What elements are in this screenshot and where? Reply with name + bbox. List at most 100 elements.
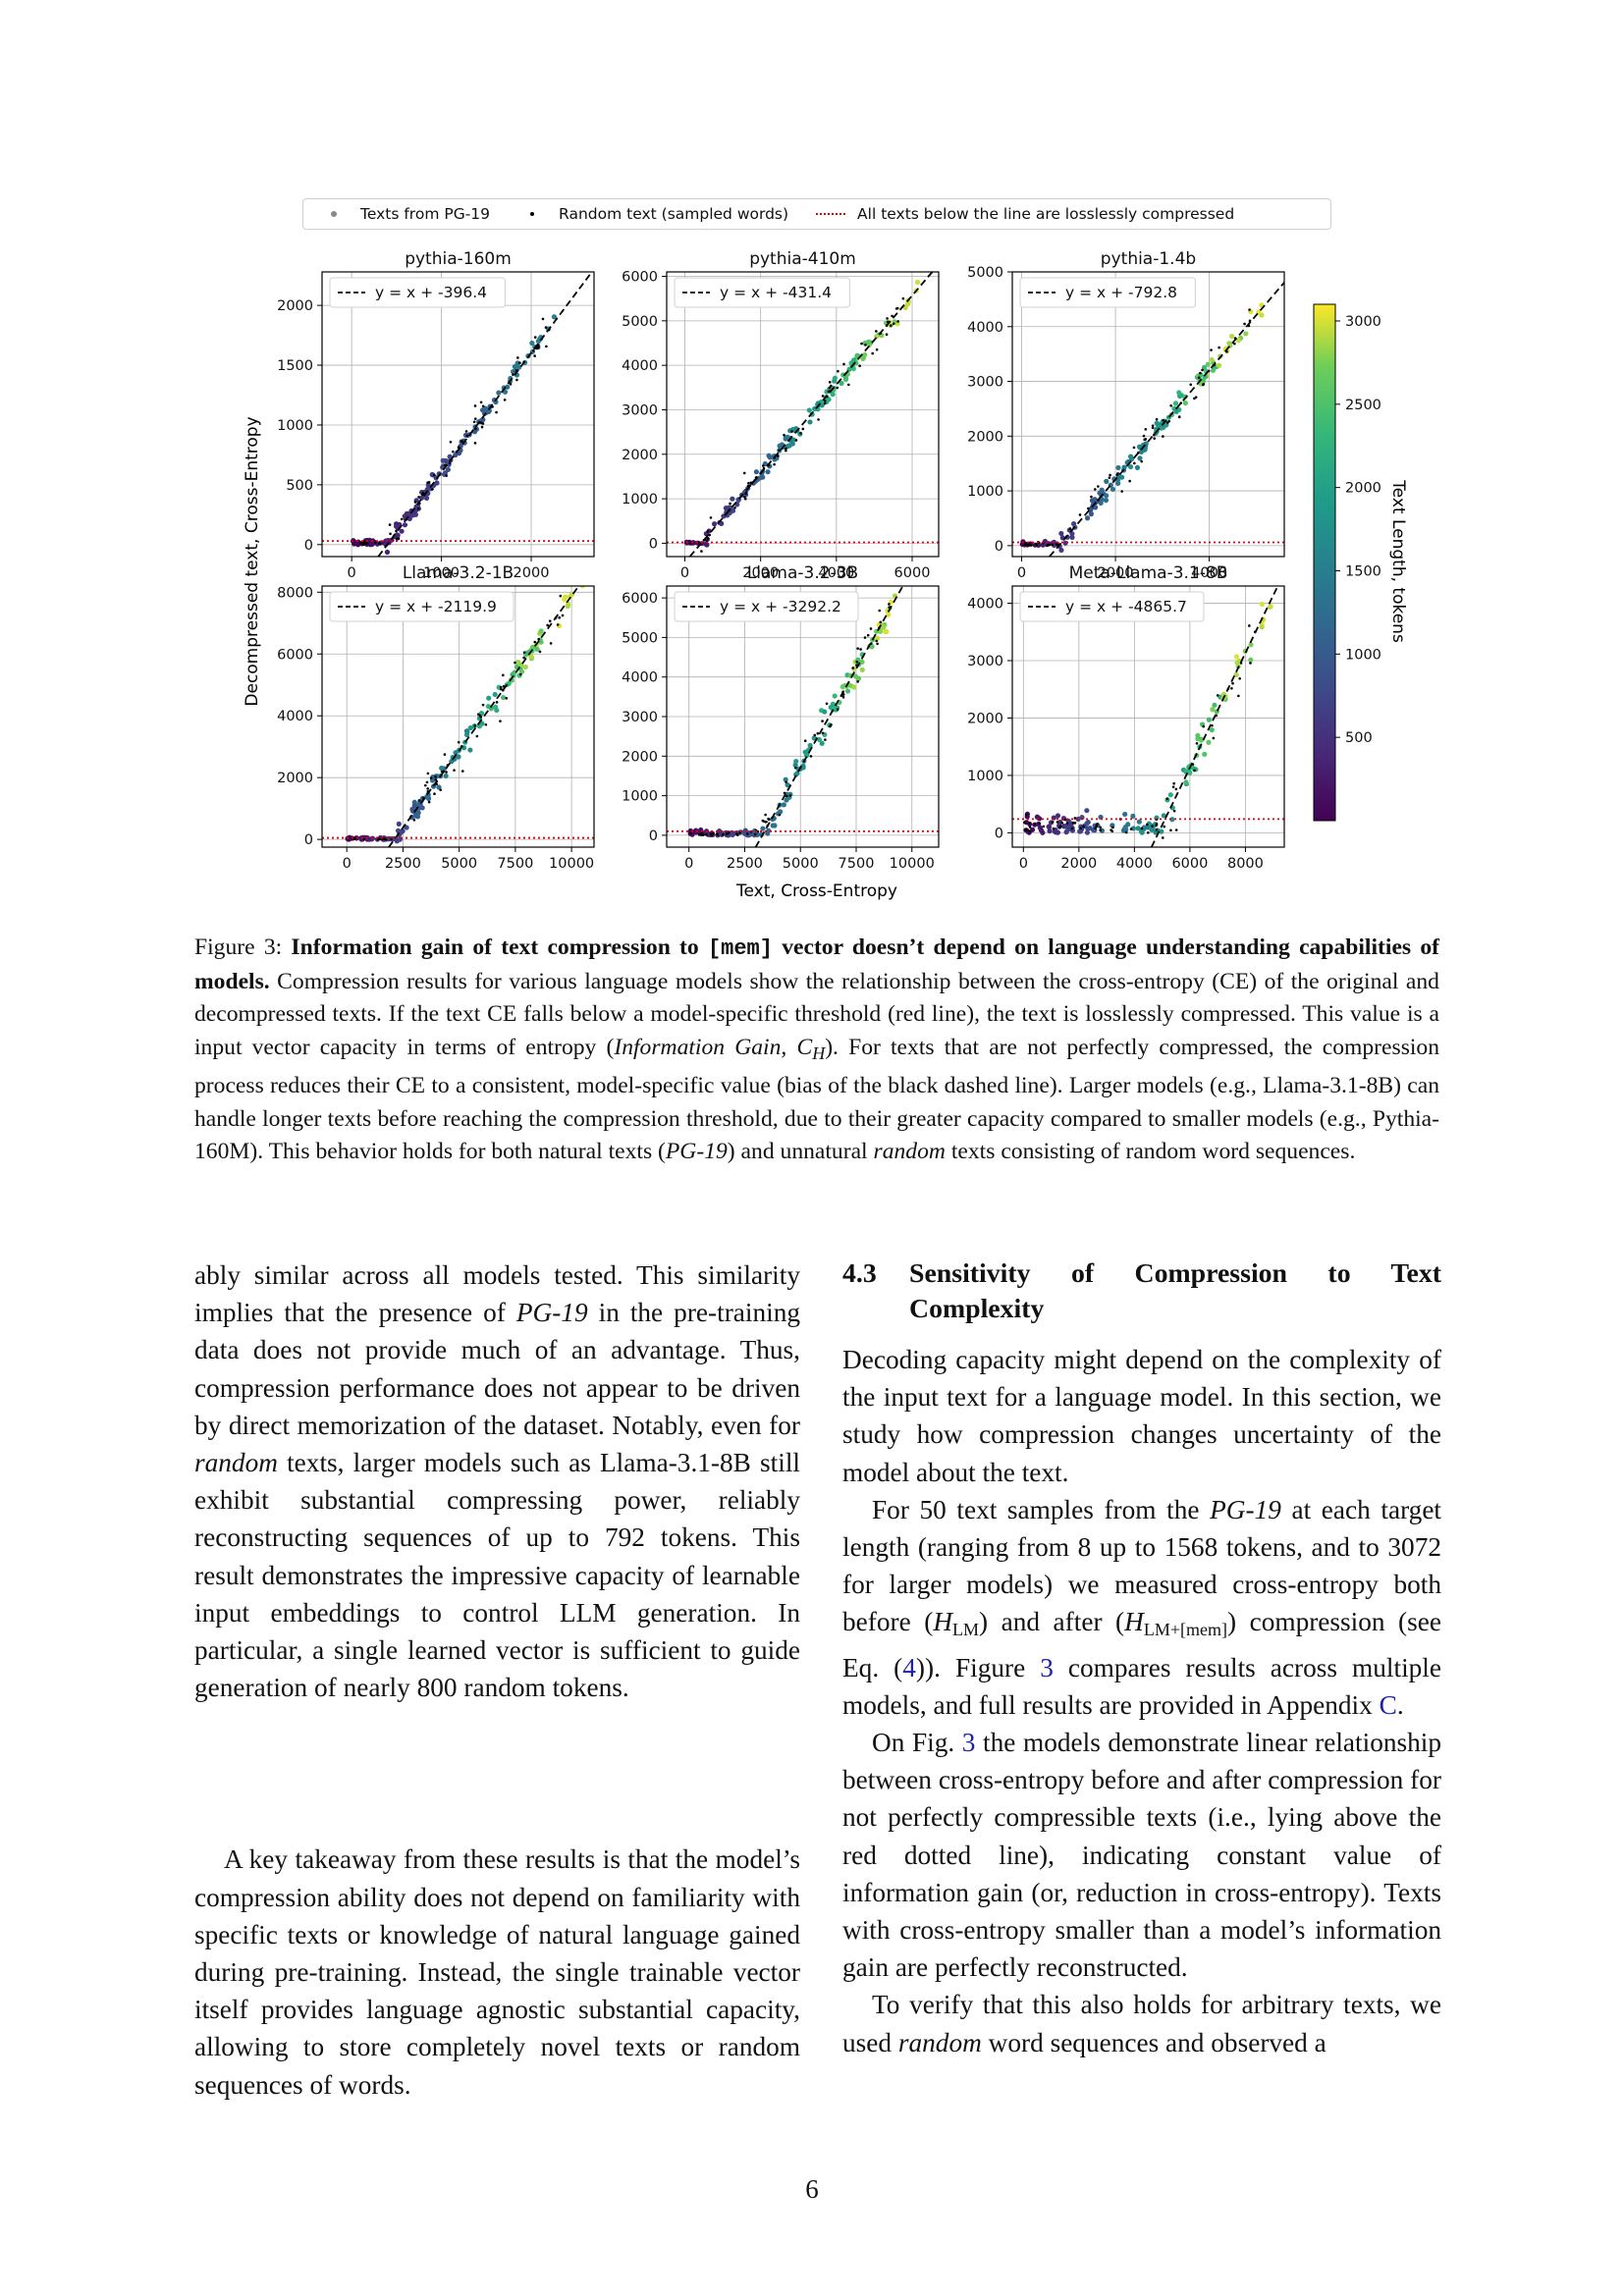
pg19-point xyxy=(514,360,520,366)
random-text-point xyxy=(481,404,485,408)
random-text-point xyxy=(416,507,420,510)
pg19-point xyxy=(1110,486,1116,493)
pg19-point xyxy=(1125,822,1131,828)
right-column: 4.3 Sensitivity of Compression to Text C… xyxy=(842,1256,1441,2061)
random-text-point xyxy=(1056,821,1059,824)
random-text-point xyxy=(1063,818,1067,822)
pg19-point xyxy=(1187,770,1193,775)
pg19-point xyxy=(500,694,507,701)
pg19-point xyxy=(1243,331,1249,337)
x-tick-label: 4000 xyxy=(1191,565,1227,581)
random-text-point xyxy=(545,345,548,348)
legend-label-random: Random text (sampled words) xyxy=(559,205,789,223)
random-text-point xyxy=(473,442,477,445)
pg19-point xyxy=(1154,420,1160,426)
right-p2-text-d: ) compression (see Eq. ( xyxy=(842,1607,1441,1682)
random-text-point xyxy=(1129,828,1133,830)
right-paragraph-2: For 50 text samples from the PG-19 at ea… xyxy=(842,1491,1441,1724)
random-text-point xyxy=(388,523,392,526)
x-tick-label: 5000 xyxy=(441,856,477,872)
scatter-points xyxy=(1019,302,1265,554)
h-var-2: H xyxy=(1124,1607,1144,1637)
pg19-point xyxy=(411,803,417,809)
pg19-point xyxy=(1119,474,1125,480)
random-text-point xyxy=(1028,829,1032,833)
random-text-point xyxy=(538,650,542,654)
figure-legend: Texts from PG-19 Random text (sampled wo… xyxy=(302,198,1331,230)
pg19-point xyxy=(480,416,486,423)
random-text-point xyxy=(765,820,768,824)
pg19-point xyxy=(425,795,432,802)
random-text-point xyxy=(549,642,553,645)
random-text-point xyxy=(702,833,705,836)
figure-link-2[interactable]: 3 xyxy=(961,1728,976,1758)
random-text-point xyxy=(505,697,509,700)
random-text-point xyxy=(764,813,767,817)
pg19-point xyxy=(1085,819,1091,826)
pg19-point xyxy=(730,496,735,502)
panel-title: pythia-1.4b xyxy=(1101,249,1196,269)
random-text-point xyxy=(785,780,787,784)
random-text-point xyxy=(1177,415,1181,418)
random-text-point xyxy=(1120,490,1124,493)
random-text-point xyxy=(1202,724,1206,728)
section-number: 4.3 xyxy=(842,1258,877,1289)
y-tick-label: 6000 xyxy=(622,591,658,607)
random-text-point xyxy=(1052,827,1056,830)
pg19-point xyxy=(1079,815,1085,821)
random-text-point xyxy=(743,495,746,499)
random-text-point xyxy=(1202,382,1206,386)
random-text-point xyxy=(735,832,738,835)
random-text-point xyxy=(426,787,430,790)
random-text-point xyxy=(846,383,850,387)
pg19-point xyxy=(859,659,865,666)
random-text-point xyxy=(778,449,781,453)
random-text-point xyxy=(1163,825,1166,828)
random-text-point xyxy=(799,431,802,435)
random-text-point xyxy=(1082,825,1085,828)
pg19-point xyxy=(1130,813,1136,820)
pg19-point xyxy=(492,691,498,698)
random-text-point xyxy=(431,488,434,491)
random-text-point xyxy=(836,386,839,390)
pg19-point xyxy=(1233,654,1240,660)
pg19-point xyxy=(369,541,375,548)
random-text-point xyxy=(876,642,879,646)
black-dot-marker-icon xyxy=(517,208,547,220)
pg19-point xyxy=(862,351,868,358)
random-text-point xyxy=(1128,479,1131,483)
pg19-point xyxy=(565,604,570,610)
pg19-point xyxy=(832,693,838,699)
random-text-point xyxy=(481,703,485,707)
x-tick-label: 0 xyxy=(684,856,693,872)
equation-link[interactable]: 4 xyxy=(902,1652,916,1682)
random-text-point xyxy=(465,434,469,438)
random-text-point xyxy=(417,496,420,499)
pg19-point xyxy=(512,363,517,370)
random-text-point xyxy=(1030,544,1033,547)
left-paragraph-1: ably similar across all models tested. T… xyxy=(194,1256,800,1706)
pg19-point xyxy=(785,781,790,788)
colorbar-tick-label: 1500 xyxy=(1345,563,1381,579)
pg19-point xyxy=(443,457,449,464)
figure-link[interactable]: 3 xyxy=(1040,1652,1054,1682)
right-p3-text-b: the models demonstrate linear relationsh… xyxy=(842,1728,1441,1983)
y-axis-label: Decompressed text, Cross-Entropy xyxy=(243,416,262,706)
random-text-point xyxy=(427,480,431,484)
scatter-points xyxy=(1023,601,1273,839)
pg19-point xyxy=(859,667,865,672)
random-text-point xyxy=(851,667,854,669)
pg19-point xyxy=(1098,500,1104,507)
pg19-point xyxy=(1267,604,1273,611)
pg19-point xyxy=(880,624,887,630)
random-text-point xyxy=(785,447,787,451)
caption-label: Figure 3: xyxy=(194,934,283,960)
pg19-point xyxy=(436,784,442,790)
random-text-point xyxy=(892,322,895,326)
appendix-link[interactable]: C xyxy=(1379,1689,1397,1720)
random-text-point xyxy=(1026,828,1029,831)
random-text-point xyxy=(361,543,365,546)
pg19-point xyxy=(496,390,502,396)
pg19-point xyxy=(844,688,851,694)
random-text-point xyxy=(502,673,505,677)
